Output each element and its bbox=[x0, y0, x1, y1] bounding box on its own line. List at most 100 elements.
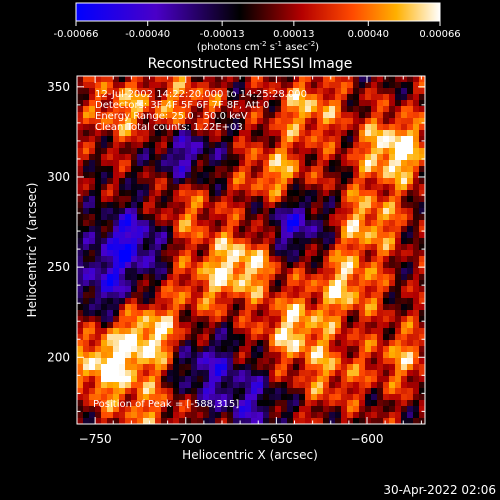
heatmap-cell bbox=[221, 76, 228, 83]
heatmap-cell bbox=[155, 364, 162, 371]
heatmap-cell bbox=[275, 208, 282, 215]
heatmap-cell bbox=[251, 100, 258, 107]
heatmap-cell bbox=[143, 166, 150, 173]
heatmap-cell bbox=[401, 376, 408, 383]
heatmap-cell bbox=[167, 298, 174, 305]
heatmap-cell bbox=[179, 232, 186, 239]
heatmap-cell bbox=[101, 214, 108, 221]
heatmap-cell bbox=[233, 172, 240, 179]
heatmap-cell bbox=[245, 154, 252, 161]
heatmap-cell bbox=[407, 328, 414, 335]
heatmap-cell bbox=[113, 142, 120, 149]
heatmap-cell bbox=[173, 94, 180, 101]
heatmap-cell bbox=[209, 376, 216, 383]
heatmap-cell bbox=[83, 262, 90, 269]
heatmap-cell bbox=[413, 226, 420, 233]
heatmap-cell bbox=[359, 370, 366, 377]
heatmap-cell bbox=[287, 328, 294, 335]
heatmap-cell bbox=[341, 220, 348, 227]
heatmap-cell bbox=[383, 214, 390, 221]
heatmap-cell bbox=[263, 178, 270, 185]
heatmap-cell bbox=[215, 112, 222, 119]
heatmap-cell bbox=[383, 328, 390, 335]
heatmap-cell bbox=[149, 364, 156, 371]
heatmap-cell bbox=[275, 250, 282, 257]
heatmap-cell bbox=[83, 358, 90, 365]
heatmap-cell bbox=[125, 88, 132, 95]
heatmap-cell bbox=[335, 154, 342, 161]
heatmap-cell bbox=[101, 190, 108, 197]
heatmap-cell bbox=[185, 106, 192, 113]
heatmap-cell bbox=[275, 370, 282, 377]
heatmap-cell bbox=[395, 310, 402, 317]
heatmap-cell bbox=[149, 328, 156, 335]
heatmap-cell bbox=[113, 268, 120, 275]
heatmap-cell bbox=[269, 244, 276, 251]
heatmap-cell bbox=[185, 352, 192, 359]
heatmap-cell bbox=[365, 388, 372, 395]
heatmap-cell bbox=[263, 280, 270, 287]
heatmap-cell bbox=[161, 274, 168, 281]
heatmap-cell bbox=[245, 370, 252, 377]
heatmap-cell bbox=[317, 382, 324, 389]
heatmap-cell bbox=[215, 154, 222, 161]
heatmap-cell bbox=[413, 268, 420, 275]
heatmap-cell bbox=[389, 316, 396, 323]
heatmap-cell bbox=[233, 154, 240, 161]
heatmap-cell bbox=[179, 82, 186, 89]
heatmap-cell bbox=[239, 178, 246, 185]
heatmap-cell bbox=[257, 280, 264, 287]
heatmap-cell bbox=[323, 292, 330, 299]
heatmap-cell bbox=[323, 112, 330, 119]
heatmap-cell bbox=[143, 340, 150, 347]
heatmap-cell bbox=[287, 88, 294, 95]
heatmap-cell bbox=[395, 340, 402, 347]
heatmap-cell bbox=[275, 280, 282, 287]
heatmap-cell bbox=[209, 400, 216, 407]
heatmap-cell bbox=[245, 274, 252, 281]
heatmap-cell bbox=[311, 178, 318, 185]
heatmap-cell bbox=[185, 172, 192, 179]
heatmap-cell bbox=[95, 124, 102, 131]
heatmap-cell bbox=[275, 118, 282, 125]
heatmap-cell bbox=[257, 106, 264, 113]
heatmap-cell bbox=[167, 148, 174, 155]
heatmap-cell bbox=[359, 196, 366, 203]
heatmap-cell bbox=[299, 328, 306, 335]
heatmap-cell bbox=[389, 280, 396, 287]
heatmap-cell bbox=[89, 388, 96, 395]
heatmap-cell bbox=[275, 220, 282, 227]
heatmap-cell bbox=[95, 172, 102, 179]
heatmap-cell bbox=[131, 214, 138, 221]
heatmap-cell bbox=[329, 334, 336, 341]
heatmap-cell bbox=[347, 238, 354, 245]
heatmap-cell bbox=[335, 172, 342, 179]
heatmap-cell bbox=[389, 142, 396, 149]
heatmap-cell bbox=[269, 394, 276, 401]
heatmap-cell bbox=[383, 340, 390, 347]
heatmap-cell bbox=[293, 310, 300, 317]
heatmap-cell bbox=[413, 172, 420, 179]
heatmap-cell bbox=[353, 154, 360, 161]
heatmap-cell bbox=[401, 382, 408, 389]
heatmap-cell bbox=[275, 244, 282, 251]
heatmap-cell bbox=[305, 172, 312, 179]
heatmap-cell bbox=[209, 112, 216, 119]
heatmap-cell bbox=[179, 88, 186, 95]
heatmap-cell bbox=[77, 106, 84, 113]
heatmap-cell bbox=[371, 82, 378, 89]
heatmap-cell bbox=[401, 418, 408, 424]
heatmap-cell bbox=[401, 244, 408, 251]
heatmap-cell bbox=[215, 76, 222, 83]
heatmap-cell bbox=[203, 106, 210, 113]
heatmap-cell bbox=[311, 400, 318, 407]
heatmap-cell bbox=[233, 238, 240, 245]
heatmap-cell bbox=[185, 76, 192, 83]
heatmap-cell bbox=[419, 208, 425, 215]
heatmap-cell bbox=[137, 376, 144, 383]
heatmap-cell bbox=[209, 118, 216, 125]
heatmap-cell bbox=[287, 370, 294, 377]
heatmap-cell bbox=[347, 220, 354, 227]
heatmap-cell bbox=[395, 208, 402, 215]
heatmap-cell bbox=[233, 202, 240, 209]
